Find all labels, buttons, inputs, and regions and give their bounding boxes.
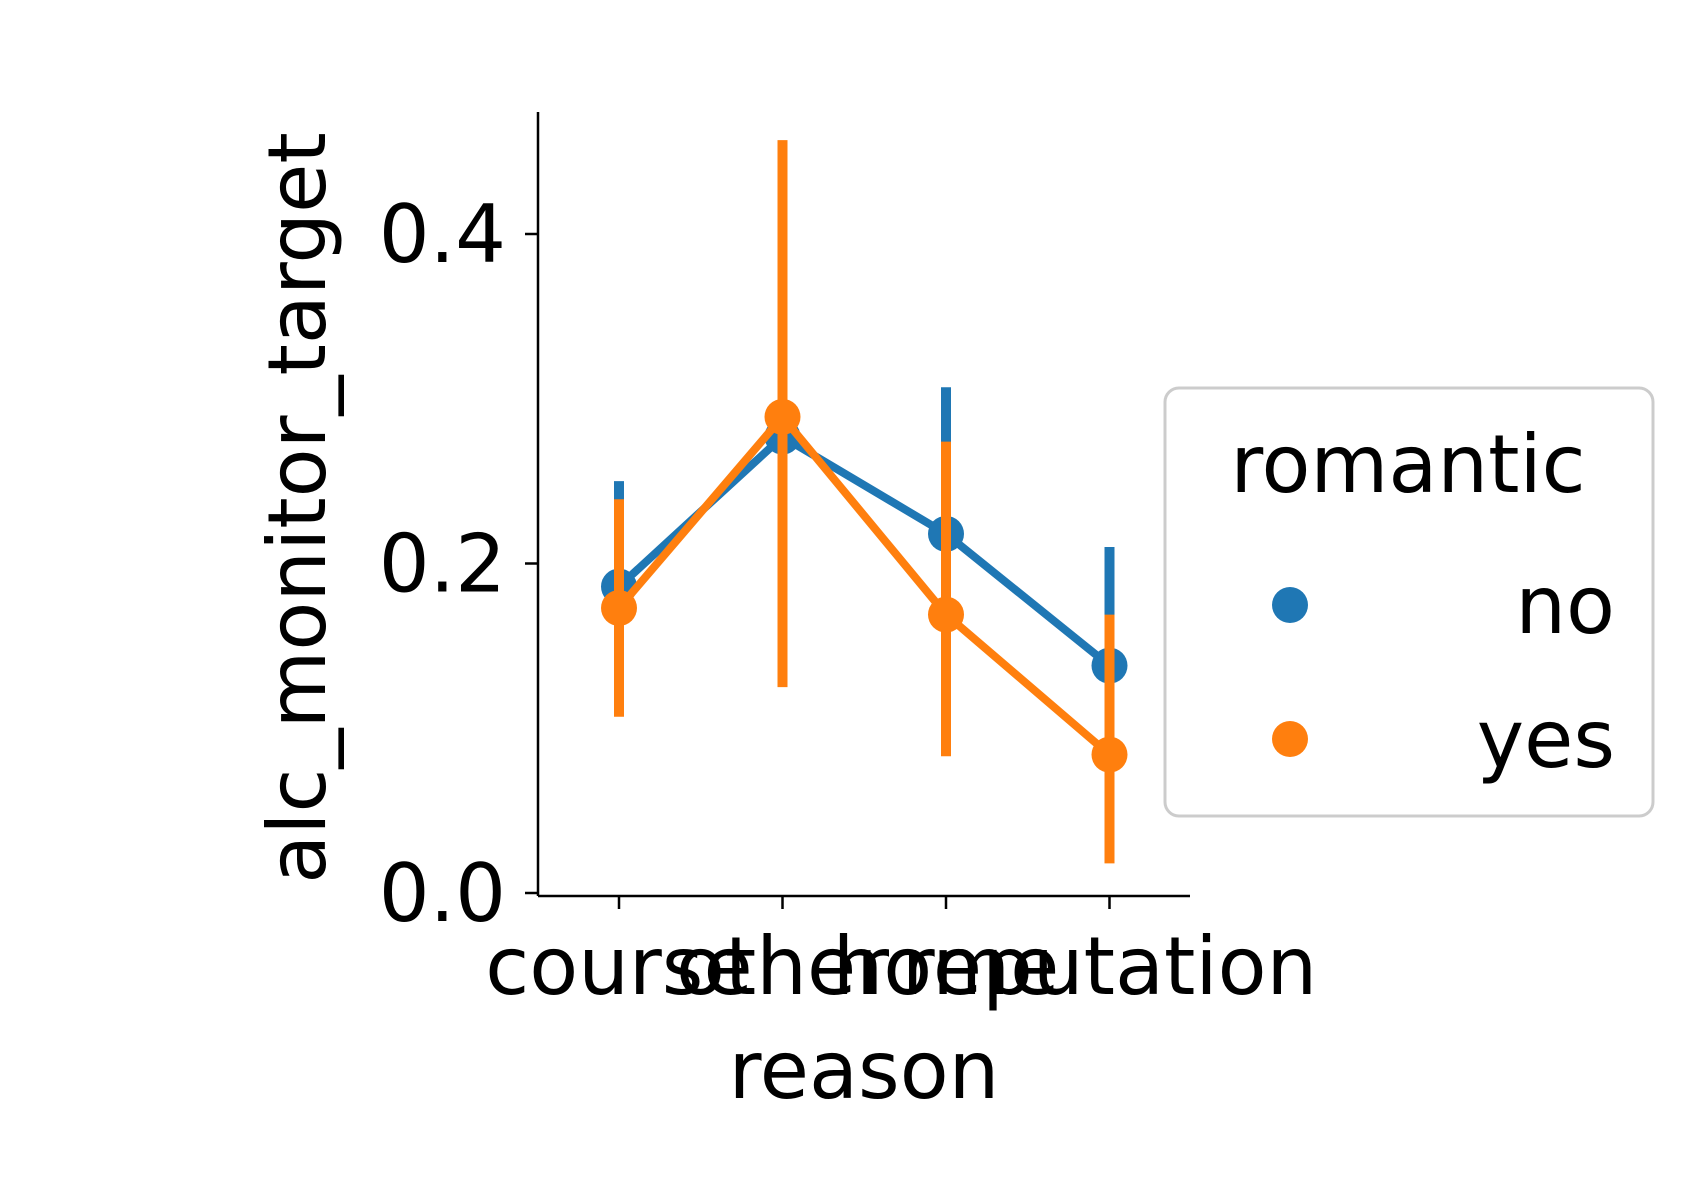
legend-label-no: no xyxy=(1515,559,1615,652)
data-point xyxy=(764,398,801,435)
series-layer xyxy=(601,140,1128,864)
legend-marker-yes xyxy=(1272,721,1308,757)
legend-frame xyxy=(1163,386,1655,818)
data-point xyxy=(1091,736,1128,773)
x-tick-label: course xyxy=(485,920,752,1013)
x-axis-label: reason xyxy=(729,1024,1000,1117)
y-tick-labels: 0.0 0.2 0.4 xyxy=(379,188,506,940)
legend-title: romantic xyxy=(1230,418,1585,511)
legend: romantic no yes xyxy=(1163,386,1655,818)
x-tick-label: home xyxy=(833,920,1060,1013)
legend-label-yes: yes xyxy=(1477,693,1615,786)
axes xyxy=(525,112,1190,909)
series-line xyxy=(615,412,1113,758)
y-tick-label: 0.0 xyxy=(379,847,506,940)
y-tick-label: 0.2 xyxy=(379,518,506,611)
y-axis-label: alc_monitor_target xyxy=(251,132,344,883)
legend-entries: no yes xyxy=(1272,559,1615,786)
legend-marker-no xyxy=(1272,587,1308,623)
data-point xyxy=(928,596,964,633)
y-tick-label: 0.4 xyxy=(379,188,506,281)
data-point xyxy=(601,589,637,626)
x-tick-label: reputation xyxy=(902,920,1317,1013)
series-line xyxy=(616,432,1113,669)
x-tick-label: other xyxy=(676,920,889,1013)
series-yes xyxy=(601,140,1128,864)
